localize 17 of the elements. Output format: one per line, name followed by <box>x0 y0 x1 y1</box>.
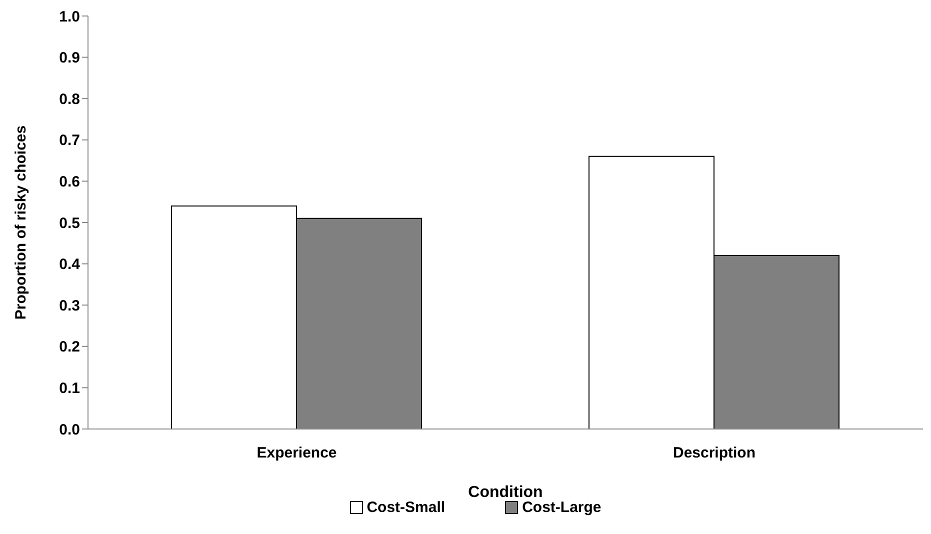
y-tick-label: 0.8 <box>59 90 80 108</box>
y-tick-label: 1.0 <box>59 8 80 26</box>
y-tick-label: 0.9 <box>59 50 80 67</box>
legend-label: Cost-Small <box>366 499 446 516</box>
y-axis-title: Proportion of risky choices <box>12 125 30 320</box>
y-tick-label: 0.7 <box>59 132 80 150</box>
y-tick-label: 0.3 <box>59 297 80 314</box>
x-tick-label: Description <box>672 444 756 462</box>
legend-label: Cost-Large <box>521 499 602 516</box>
y-tick-label: 0.6 <box>59 174 80 191</box>
x-tick-label: Experience <box>256 444 337 462</box>
y-tick-label: 0.4 <box>59 256 81 274</box>
y-tick-label: 0.2 <box>59 338 80 356</box>
y-tick-label: 0.1 <box>59 380 80 398</box>
y-tick-label: 0.5 <box>59 214 80 232</box>
y-tick-label: 0.0 <box>59 421 80 438</box>
x-axis-title: Condition <box>468 484 543 501</box>
